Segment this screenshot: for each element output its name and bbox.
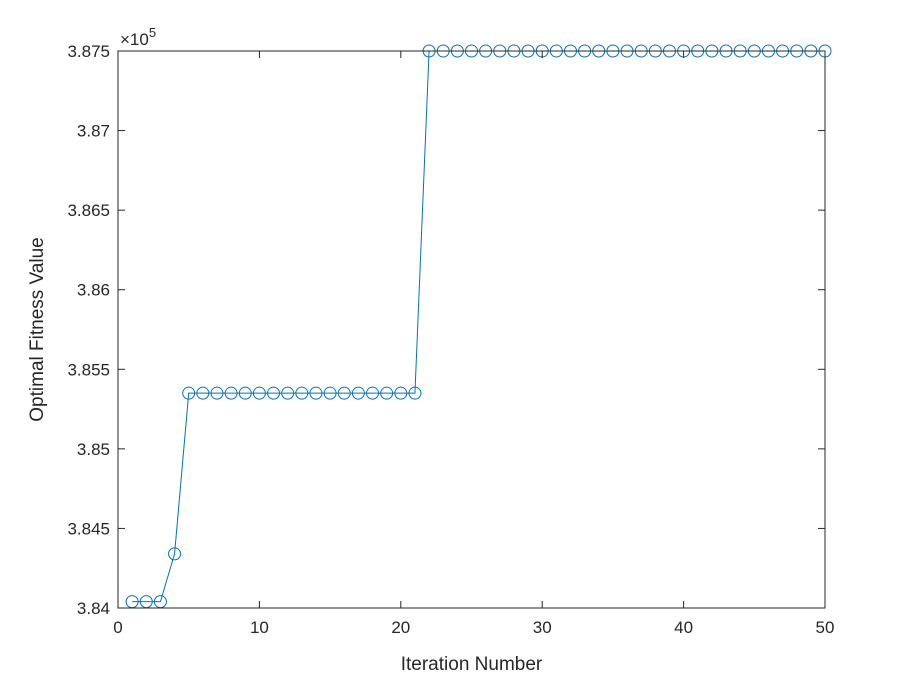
y-axis: 3.84 3.845 3.85 3.855 3.86 3.865 3.87 3.875 [67,42,825,618]
data-point [351,386,365,400]
data-point [380,386,394,400]
data-point [366,386,380,400]
y-multiplier-label: ×105 [120,25,156,49]
y-multiplier-exponent: 5 [149,25,156,40]
x-tick-label: 10 [250,618,269,637]
data-point [295,386,309,400]
data-point [224,386,238,400]
data-point [182,386,196,400]
data-point [210,386,224,400]
data-point [309,386,323,400]
y-tick-label: 3.86 [77,281,110,300]
data-point [168,547,182,561]
x-axis-title: Iteration Number [401,654,543,675]
y-axis-title: Optimal Fitness Value [27,237,48,421]
data-point [323,386,337,400]
data-point [394,386,408,400]
x-tick-label: 30 [533,618,552,637]
data-point [267,386,281,400]
x-tick-label: 40 [674,618,693,637]
data-point [408,386,422,400]
plot-frame [117,50,826,609]
data-point [252,386,266,400]
plot-background [118,51,825,608]
x-tick-label: 50 [816,618,835,637]
data-point [196,386,210,400]
y-tick-label: 3.84 [77,599,110,618]
data-point [238,386,252,400]
x-tick-label: 0 [113,618,122,637]
y-tick-label: 3.85 [77,440,110,459]
y-tick-label: 3.865 [67,201,110,220]
data-point [281,386,295,400]
y-tick-label: 3.855 [67,360,110,379]
y-tick-label: 3.87 [77,122,110,141]
data-point [337,386,351,400]
y-tick-label: 3.845 [67,519,110,538]
x-axis: 0 10 20 30 40 50 [113,51,834,637]
x-tick-label: 20 [391,618,410,637]
y-tick-label: 3.875 [67,42,110,61]
